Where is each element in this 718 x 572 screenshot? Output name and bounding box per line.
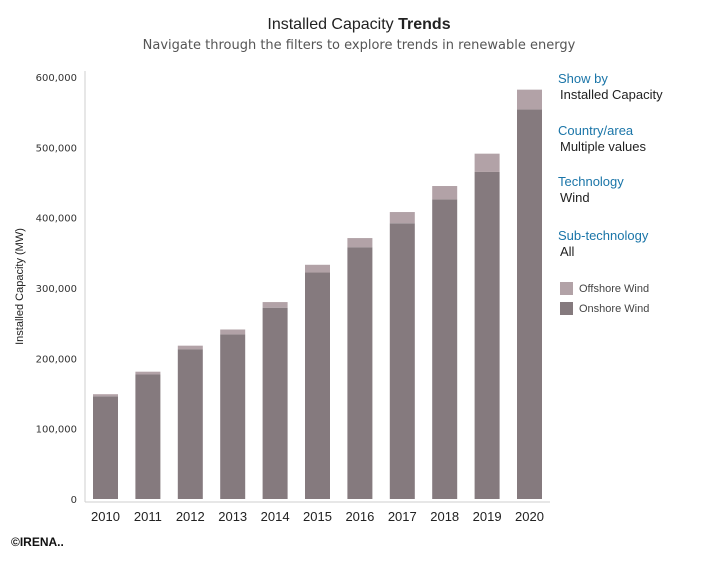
y-tick-label: 300,000 bbox=[36, 284, 77, 295]
x-tick-label: 2015 bbox=[303, 509, 332, 524]
bar-onshore-wind-2015 bbox=[305, 272, 330, 499]
filter-country-value[interactable]: Multiple values bbox=[560, 139, 646, 154]
bar-offshore-wind-2018 bbox=[432, 186, 458, 200]
bar-onshore-wind-2018 bbox=[432, 199, 458, 499]
x-tick-label: 2010 bbox=[91, 509, 120, 524]
bar-onshore-wind-2010 bbox=[93, 396, 118, 499]
x-tick-label: 2011 bbox=[134, 509, 162, 524]
copyright-text: ©IRENA.. bbox=[11, 535, 64, 549]
bar-offshore-wind-2012 bbox=[177, 345, 203, 350]
bar-onshore-wind-2011 bbox=[135, 374, 161, 499]
y-tick-label: 500,000 bbox=[36, 143, 77, 154]
title-bold: Trends bbox=[398, 16, 451, 33]
legend-swatch-onshore bbox=[560, 302, 573, 315]
bar-offshore-wind-2013 bbox=[220, 329, 246, 335]
filter-sub-technology-label: Sub-technology bbox=[558, 228, 649, 243]
bar-onshore-wind-2017 bbox=[389, 223, 415, 499]
bar-offshore-wind-2011 bbox=[135, 371, 161, 375]
filter-sub-technology-value[interactable]: All bbox=[560, 244, 575, 259]
filter-show-by-value[interactable]: Installed Capacity bbox=[560, 87, 663, 102]
x-tick-label: 2016 bbox=[345, 509, 374, 524]
bar-offshore-wind-2010 bbox=[93, 394, 118, 397]
x-tick-label: 2013 bbox=[218, 509, 247, 524]
x-tick-label: 2018 bbox=[430, 509, 459, 524]
bar-onshore-wind-2012 bbox=[177, 349, 203, 499]
x-tick-label: 2020 bbox=[515, 509, 544, 524]
legend-item-onshore[interactable]: Onshore Wind bbox=[560, 302, 649, 315]
chart-subtitle: Navigate through the filters to explore … bbox=[142, 38, 576, 53]
y-tick-label: 200,000 bbox=[36, 354, 77, 365]
bar-offshore-wind-2016 bbox=[347, 238, 373, 248]
legend-swatch-offshore bbox=[560, 282, 573, 295]
bar-onshore-wind-2016 bbox=[347, 247, 373, 499]
bar-onshore-wind-2020 bbox=[517, 109, 542, 499]
x-tick-label: 2019 bbox=[473, 509, 502, 524]
legend-item-offshore[interactable]: Offshore Wind bbox=[560, 282, 649, 295]
filter-show-by-label: Show by bbox=[558, 71, 608, 86]
filter-technology-value[interactable]: Wind bbox=[560, 190, 590, 205]
x-tick-label: 2014 bbox=[261, 509, 290, 524]
chart-title: Installed Capacity Trends bbox=[0, 16, 718, 34]
legend-label-offshore: Offshore Wind bbox=[579, 282, 650, 295]
y-tick-label: 100,000 bbox=[36, 425, 77, 436]
filter-technology-label: Technology bbox=[558, 174, 624, 189]
y-tick-label: 400,000 bbox=[36, 214, 77, 225]
bar-onshore-wind-2014 bbox=[262, 307, 288, 499]
bar-offshore-wind-2017 bbox=[389, 212, 415, 224]
filter-country-label: Country/area bbox=[558, 123, 634, 138]
x-tick-label: 2012 bbox=[176, 509, 205, 524]
legend-label-onshore: Onshore Wind bbox=[579, 302, 650, 315]
bar-offshore-wind-2014 bbox=[262, 302, 288, 308]
bar-offshore-wind-2015 bbox=[305, 264, 330, 273]
x-tick-label: 2017 bbox=[388, 509, 417, 524]
y-tick-label: 0 bbox=[71, 495, 77, 506]
y-axis-label: Installed Capacity (MW) bbox=[14, 228, 26, 345]
title-regular: Installed Capacity bbox=[267, 16, 394, 33]
bar-offshore-wind-2020 bbox=[517, 89, 542, 110]
bar-offshore-wind-2019 bbox=[474, 153, 500, 172]
bar-onshore-wind-2019 bbox=[474, 171, 500, 499]
bar-onshore-wind-2013 bbox=[220, 334, 246, 499]
y-tick-label: 600,000 bbox=[36, 73, 77, 84]
